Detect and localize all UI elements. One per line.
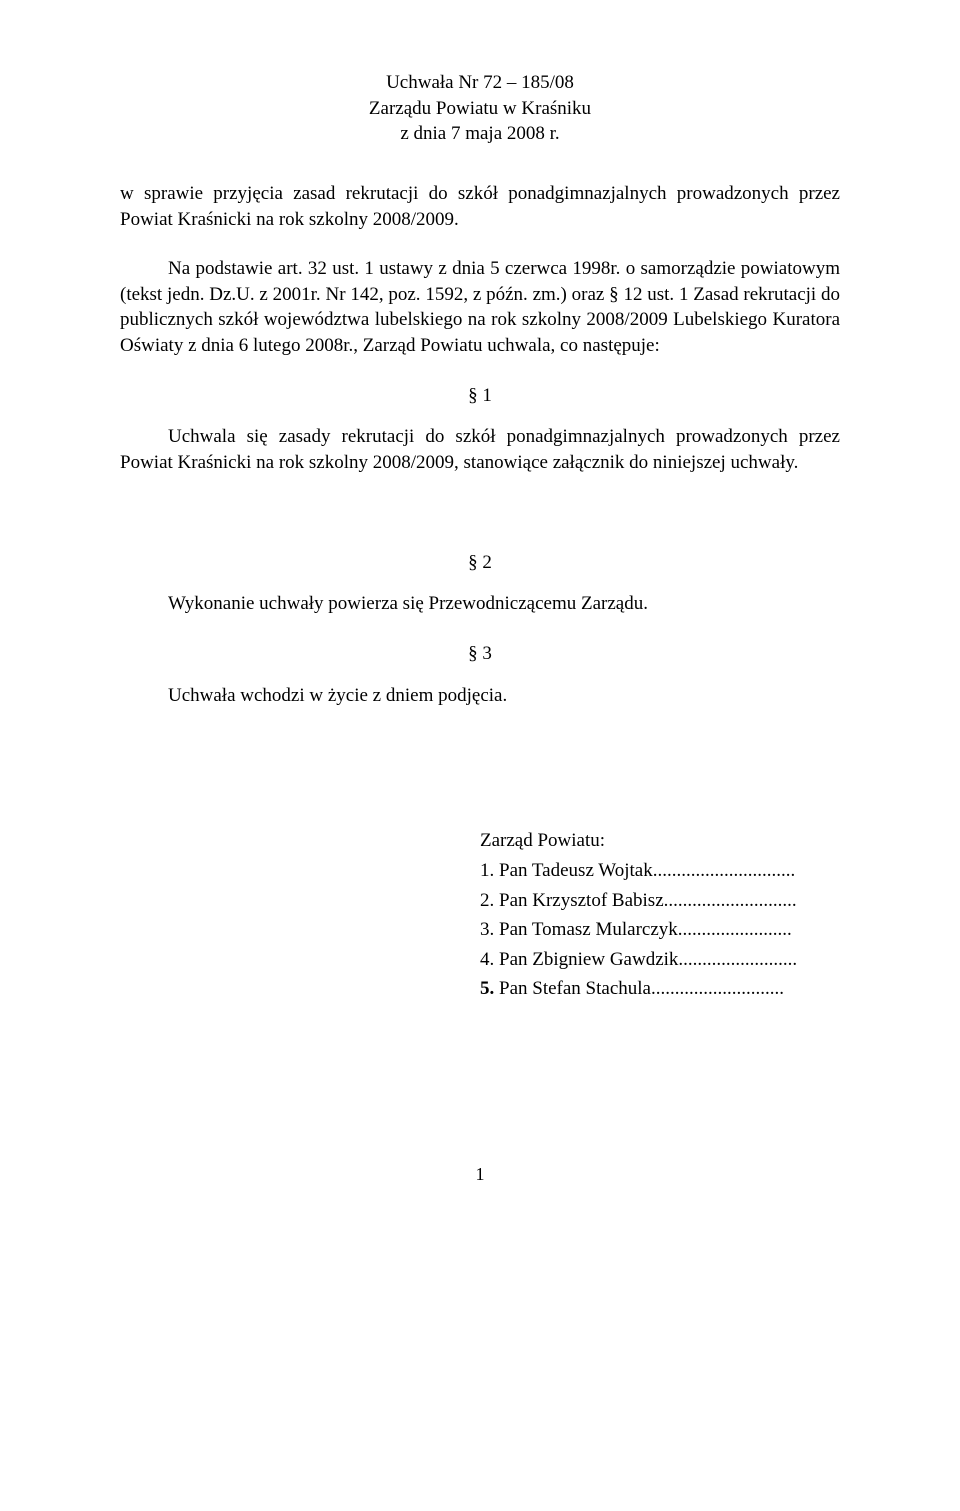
header-line-1: Uchwała Nr 72 – 185/08 — [120, 70, 840, 96]
document-header: Uchwała Nr 72 – 185/08 Zarządu Powiatu w… — [120, 70, 840, 147]
section-2-text: Wykonanie uchwały powierza się Przewodni… — [120, 591, 840, 617]
signature-item-5: 5. Pan Stefan Stachula..................… — [480, 976, 840, 1002]
signatures-block: Zarząd Powiatu: 1. Pan Tadeusz Wojtak...… — [480, 828, 840, 1002]
section-3-mark: § 3 — [120, 641, 840, 667]
intro-paragraph: w sprawie przyjęcia zasad rekrutacji do … — [120, 181, 840, 232]
signature-item-1: 1. Pan Tadeusz Wojtak...................… — [480, 858, 840, 884]
section-3-text: Uchwała wchodzi w życie z dniem podjęcia… — [120, 683, 840, 709]
header-line-3: z dnia 7 maja 2008 r. — [120, 121, 840, 147]
signatures-heading: Zarząd Powiatu: — [480, 828, 840, 854]
signature-item-3: 3. Pan Tomasz Mularczyk.................… — [480, 917, 840, 943]
signature-item-5-text: Pan Stefan Stachula.....................… — [499, 978, 784, 999]
section-1-text: Uchwala się zasady rekrutacji do szkół p… — [120, 424, 840, 475]
legal-basis-paragraph: Na podstawie art. 32 ust. 1 ustawy z dni… — [120, 256, 840, 359]
signature-item-5-prefix: 5. — [480, 978, 494, 999]
document-page: Uchwała Nr 72 – 185/08 Zarządu Powiatu w… — [0, 0, 960, 1511]
header-line-2: Zarządu Powiatu w Kraśniku — [120, 96, 840, 122]
signature-item-4: 4. Pan Zbigniew Gawdzik.................… — [480, 947, 840, 973]
section-2-mark: § 2 — [120, 550, 840, 576]
page-number: 1 — [120, 1162, 840, 1186]
section-1-mark: § 1 — [120, 383, 840, 409]
signature-item-2: 2. Pan Krzysztof Babisz.................… — [480, 888, 840, 914]
